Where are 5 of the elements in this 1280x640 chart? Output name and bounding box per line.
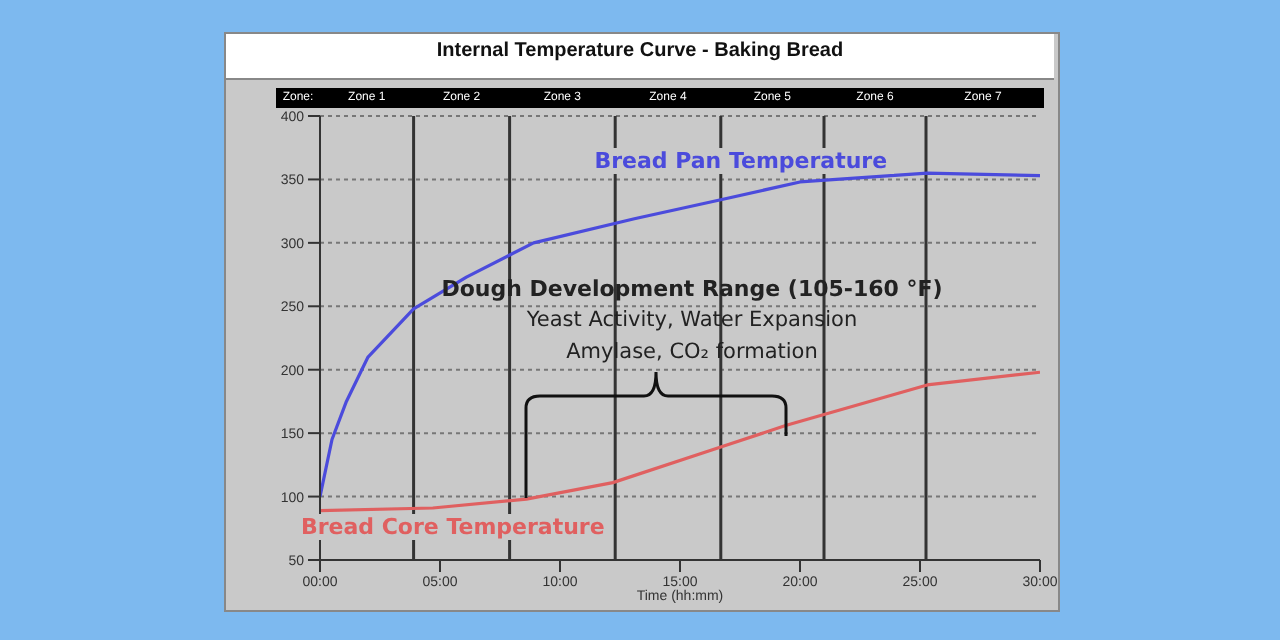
chart-title: Internal Temperature Curve - Baking Bread xyxy=(434,40,846,62)
series-label: Bread Pan Temperature xyxy=(588,147,894,174)
line-series xyxy=(320,370,1040,513)
line-series xyxy=(320,171,1040,499)
series-label: Bread Core Temperature xyxy=(294,513,611,540)
